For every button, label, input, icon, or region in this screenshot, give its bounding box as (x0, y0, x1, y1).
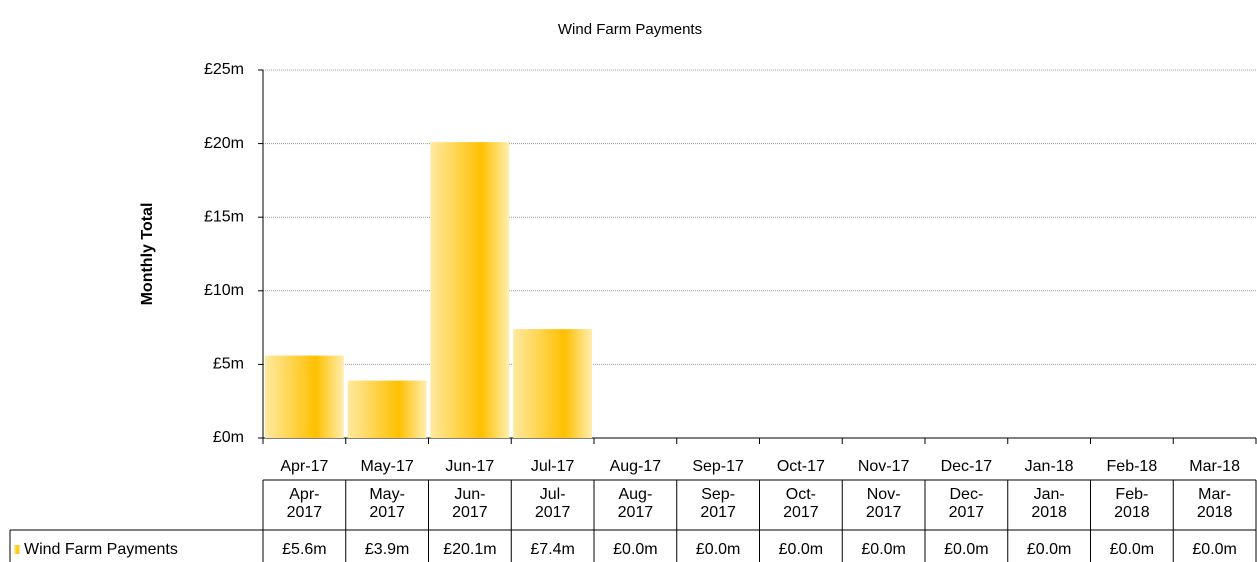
table-header: Nov- 2017 (865, 486, 902, 521)
chart-title: Wind Farm Payments (558, 21, 702, 38)
x-tick-label: Jun-17 (445, 458, 494, 475)
x-tick-label: May-17 (360, 458, 413, 475)
table-header: Mar- 2018 (1196, 486, 1233, 521)
table-value: £0.0m (613, 541, 657, 558)
table-value: £3.9m (365, 541, 409, 558)
table-header: Oct- 2017 (783, 486, 819, 521)
table-header: Dec- 2017 (948, 486, 985, 521)
legend-label: Wind Farm Payments (24, 541, 178, 558)
x-tick-label: Sep-17 (692, 458, 744, 475)
x-tick-label: Jan-18 (1025, 458, 1074, 475)
y-tick-label: £0m (213, 429, 244, 446)
table-header: Apr- 2017 (286, 486, 323, 521)
y-tick-label: £20m (204, 135, 244, 152)
table-value: £5.6m (282, 541, 326, 558)
y-tick-label: £5m (213, 356, 244, 373)
bar (347, 380, 427, 438)
table-header: Aug- 2017 (617, 486, 654, 521)
legend-key (14, 545, 20, 554)
table-header: May- 2017 (369, 486, 405, 521)
table-header: Jan- 2018 (1031, 486, 1067, 521)
x-tick-label: Aug-17 (610, 458, 662, 475)
table-value: £0.0m (779, 541, 823, 558)
table-header: Jul- 2017 (534, 486, 571, 521)
bar (430, 142, 510, 439)
table-value: £0.0m (1027, 541, 1071, 558)
x-tick-label: Oct-17 (777, 458, 825, 475)
y-tick-label: £10m (204, 282, 244, 299)
x-tick-label: Feb-18 (1107, 458, 1158, 475)
table-value: £0.0m (696, 541, 740, 558)
table-value: £7.4m (530, 541, 574, 558)
x-tick-label: Mar-18 (1189, 458, 1240, 475)
y-tick-label: £25m (204, 61, 244, 78)
table-value: £0.0m (944, 541, 988, 558)
x-tick-label: Jul-17 (531, 458, 575, 475)
y-axis-label: Monthly Total (139, 203, 156, 306)
bar (513, 329, 592, 438)
table-header: Sep- 2017 (700, 486, 736, 521)
table-header: Feb- 2018 (1114, 486, 1150, 521)
table-value: £0.0m (1110, 541, 1154, 558)
table-value: £0.0m (1192, 541, 1236, 558)
bar (265, 355, 344, 438)
table-header: Jun- 2017 (452, 486, 488, 521)
x-tick-label: Dec-17 (941, 458, 993, 475)
table-value: £0.0m (861, 541, 905, 558)
table-value: £20.1m (443, 541, 496, 558)
y-tick-label: £15m (204, 208, 244, 225)
x-tick-label: Nov-17 (858, 458, 910, 475)
x-tick-label: Apr-17 (280, 458, 328, 475)
